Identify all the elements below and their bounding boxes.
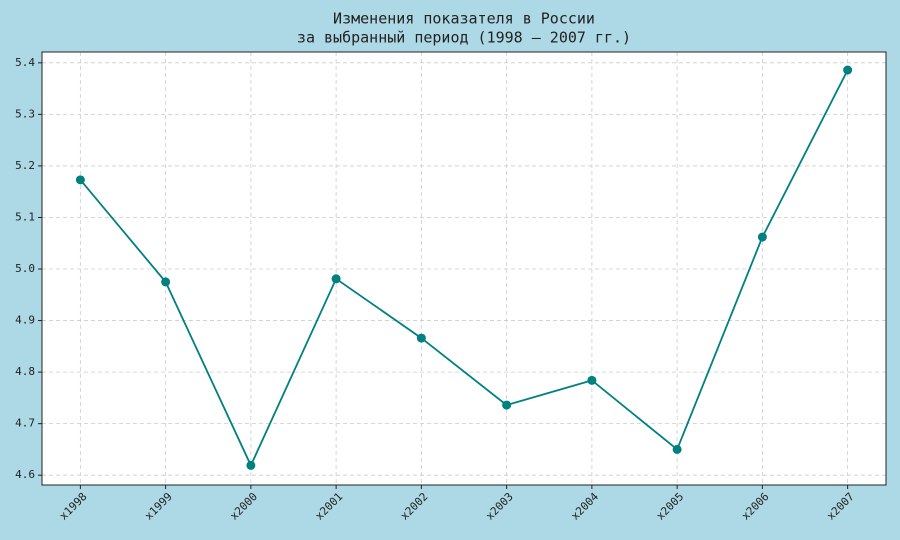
point (587, 375, 597, 385)
y-tick-label: 5.2 (15, 159, 35, 172)
chart-title: за выбранный период (1998 – 2007 гг.) (297, 29, 631, 47)
point (672, 444, 682, 454)
point (161, 277, 171, 287)
point (75, 175, 85, 185)
point (502, 400, 512, 410)
y-tick-label: 4.8 (15, 365, 35, 378)
line (79, 69, 849, 468)
point (246, 460, 256, 470)
point (757, 232, 767, 242)
y-tick-label: 5.1 (15, 210, 35, 223)
plot-frame (41, 51, 887, 486)
y-tick-label: 5.0 (15, 262, 35, 275)
y-tick-label: 4.7 (15, 417, 35, 430)
chart-title: Изменения показателя в России (333, 10, 595, 28)
point (416, 333, 426, 343)
y-tick-label: 4.9 (15, 314, 35, 327)
plot-area (42, 52, 886, 485)
point (843, 65, 853, 75)
y-tick-label: 4.6 (15, 468, 35, 481)
y-tick-label: 5.4 (15, 56, 35, 69)
point (331, 274, 341, 284)
y-tick-label: 5.3 (15, 107, 35, 120)
